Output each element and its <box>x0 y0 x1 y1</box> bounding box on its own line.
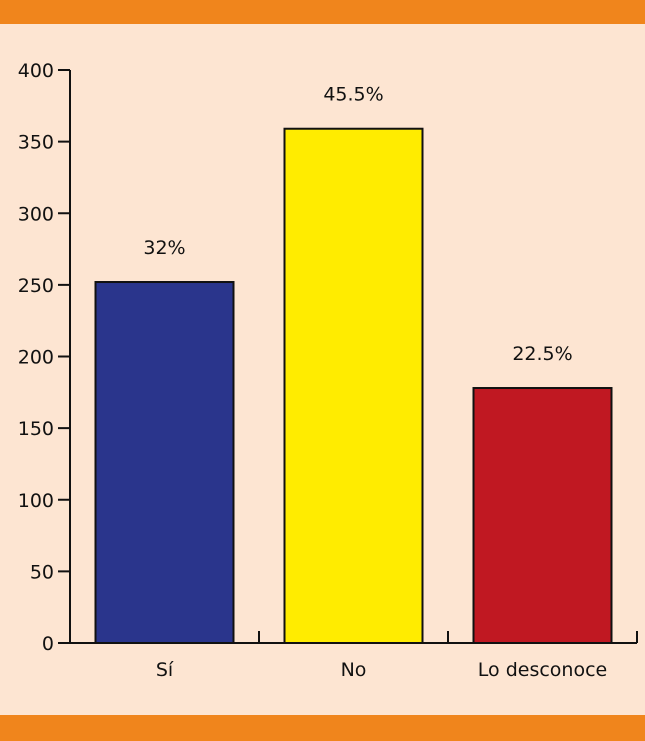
bar-2 <box>283 127 424 645</box>
y-tick-label: 400 <box>18 60 54 82</box>
bar-data-label: 22.5% <box>512 343 572 365</box>
y-axis-ticks: 0 50 100 150 200 250 300 350 400 <box>18 60 70 655</box>
x-axis-ticks: Sí No Lo desconoce <box>156 631 638 681</box>
y-tick-label: 300 <box>18 203 54 225</box>
bar-3 <box>472 387 613 645</box>
y-tick-label: 200 <box>18 347 54 369</box>
bar-data-label: 32% <box>143 237 185 259</box>
bar-1 <box>94 281 235 644</box>
y-tick-label: 350 <box>18 132 54 154</box>
x-category-label: Lo desconoce <box>478 659 607 681</box>
bottom-orange-band <box>0 715 645 741</box>
y-tick-label: 0 <box>42 633 54 655</box>
y-tick-label: 250 <box>18 275 54 297</box>
bar-data-label: 45.5% <box>323 84 383 106</box>
x-category-label: Sí <box>156 659 174 681</box>
x-category-label: No <box>341 659 367 681</box>
top-orange-band <box>0 0 645 24</box>
y-tick-label: 50 <box>30 561 54 583</box>
y-tick-label: 150 <box>18 418 54 440</box>
bars: 32% 45.5% 22.5% <box>94 84 613 645</box>
y-tick-label: 100 <box>18 490 54 512</box>
